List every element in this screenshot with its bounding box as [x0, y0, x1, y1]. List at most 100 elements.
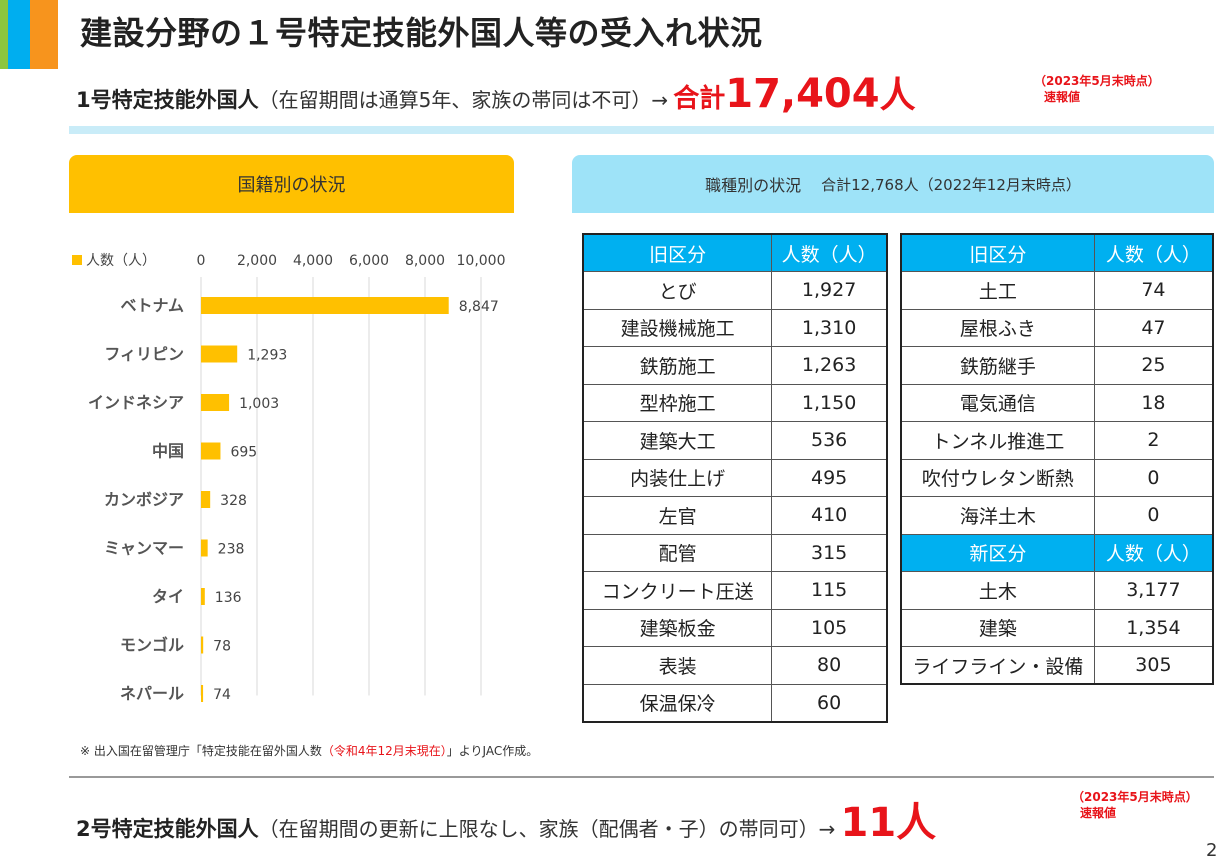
page-title: 建設分野の１号特定技能外国人等の受入れ状況 — [80, 14, 763, 52]
table-cell: 海洋土木 — [900, 496, 1095, 535]
table-cell: 80 — [771, 646, 888, 685]
source-date: （令和4年12月末現在） — [321, 744, 447, 758]
type2-value: 11人 — [840, 800, 937, 846]
data-label: 78 — [213, 639, 231, 655]
table-cell: 型枠施工 — [582, 383, 773, 422]
table-cell: 0 — [1093, 458, 1214, 497]
bar — [201, 297, 449, 314]
x-tick-label: 4,000 — [293, 253, 333, 269]
category-label: タイ — [152, 587, 184, 606]
type1-lead: 1号特定技能外国人 — [76, 88, 259, 112]
table-cell: 鉄筋施工 — [582, 346, 773, 385]
data-label: 695 — [230, 445, 257, 461]
type2-summary: 2号特定技能外国人（在留期間の更新に上限なし、家族（配偶者・子）の帯同可）→ 1… — [76, 790, 936, 848]
old-category-table-right: 旧区分 人数（人） 土工 74 屋根ふき 47 鉄筋継手 25 電気通信 18 トンネル推進工 2 吹付… — [900, 233, 1214, 685]
table-cell: 74 — [1093, 271, 1214, 310]
table-cell: 3,177 — [1093, 571, 1214, 610]
table-cell: コンクリート圧送 — [582, 571, 773, 610]
bar — [201, 685, 204, 702]
data-label: 1,293 — [247, 348, 287, 364]
table-cell: 建築板金 — [582, 608, 773, 647]
table-cell: 1,354 — [1093, 608, 1214, 647]
table-row: 鉄筋継手 25 — [900, 346, 1214, 385]
table-row: 建築大工 536 — [582, 421, 888, 460]
bar — [201, 539, 208, 557]
corner-block-orange — [30, 0, 58, 69]
type1-note-flag: 速報値 — [1044, 90, 1081, 104]
category-label: モンゴル — [120, 636, 184, 655]
table-row: 建設機械施工 1,310 — [582, 308, 888, 347]
table-row: 海洋土木 0 — [900, 496, 1214, 535]
type1-sum-unit: 人 — [879, 75, 916, 116]
x-tick-label: 0 — [197, 253, 206, 269]
category-label: ネパール — [120, 684, 184, 703]
table-cell: 土工 — [900, 271, 1095, 310]
source-suffix: 」よりJAC作成。 — [446, 744, 539, 758]
old-category-table-left: 旧区分 人数（人） とび 1,927 建設機械施工 1,310 鉄筋施工 1,263 型枠施工 1… — [582, 233, 888, 723]
data-label: 1,003 — [239, 396, 279, 412]
table-cell: 60 — [771, 683, 888, 722]
table-row: 表装 80 — [582, 646, 888, 685]
nationality-panel-title: 国籍別の状況 — [69, 155, 514, 213]
table-cell: 25 — [1093, 346, 1214, 385]
table-header-row: 旧区分 人数（人） — [900, 233, 1214, 272]
x-tick-label: 2,000 — [237, 253, 277, 269]
category-label: インドネシア — [88, 393, 184, 412]
legend-label: 人数（人） — [86, 253, 156, 269]
table-header-row-new: 新区分 人数（人） — [900, 533, 1214, 572]
type1-note-date: （2023年5月末時点） — [1034, 74, 1160, 88]
table-row: 配管 315 — [582, 533, 888, 572]
table-cell: 内装仕上げ — [582, 458, 773, 497]
table-row: 建築 1,354 — [900, 608, 1214, 647]
data-label: 328 — [220, 493, 247, 509]
table-cell: ライフライン・設備 — [900, 646, 1095, 685]
table-row: 保温保冷 60 — [582, 683, 888, 722]
table-cell: 0 — [1093, 496, 1214, 535]
table-row: コンクリート圧送 115 — [582, 571, 888, 610]
header-cell: 人数（人） — [1093, 533, 1214, 572]
header-cell: 新区分 — [900, 533, 1095, 572]
bar — [201, 394, 230, 411]
table-cell: 410 — [771, 496, 888, 535]
table-row: 内装仕上げ 495 — [582, 458, 888, 497]
data-label: 8,847 — [459, 299, 499, 315]
table-row: 型枠施工 1,150 — [582, 383, 888, 422]
category-label: ミャンマー — [104, 539, 184, 558]
bar — [201, 442, 221, 460]
bar — [201, 345, 238, 363]
table-cell: 18 — [1093, 383, 1214, 422]
table-cell: 305 — [1093, 646, 1214, 685]
header-cell: 人数（人） — [771, 233, 888, 272]
table-cell: 536 — [771, 421, 888, 460]
category-label: カンボジア — [104, 490, 184, 509]
table-row: ライフライン・設備 305 — [900, 646, 1214, 685]
category-label: フィリピン — [104, 345, 184, 364]
type1-sum-label: 合計 — [673, 84, 726, 114]
table-header-row: 旧区分 人数（人） — [582, 233, 888, 272]
bar — [201, 491, 211, 508]
table-cell: トンネル推進工 — [900, 421, 1095, 460]
type1-summary: 1号特定技能外国人（在留期間は通算5年、家族の帯同は不可）→ 合計17,404人 — [76, 66, 916, 118]
table-row: 土木 3,177 — [900, 571, 1214, 610]
nationality-bar-chart: 人数（人） 0 2,000 4,000 6,000 8,000 10,000 ベトナム 8,84… — [72, 253, 506, 703]
type1-sum-value: 17,404 — [725, 71, 880, 117]
category-label: ベトナム — [120, 296, 184, 315]
type2-note-date: （2023年5月末時点） — [1072, 790, 1198, 804]
header-cell: 旧区分 — [900, 233, 1095, 272]
table-cell: 115 — [771, 571, 888, 610]
table-cell: 建設機械施工 — [582, 308, 773, 347]
table-cell: 315 — [771, 533, 888, 572]
divider-bar — [69, 126, 1214, 134]
corner-block-green — [0, 0, 8, 69]
x-tick-label: 6,000 — [349, 253, 389, 269]
table-cell: 105 — [771, 608, 888, 647]
type2-lead: 2号特定技能外国人 — [76, 817, 259, 841]
table-cell: 建築大工 — [582, 421, 773, 460]
legend-swatch — [72, 255, 82, 265]
table-cell: 495 — [771, 458, 888, 497]
table-cell: 47 — [1093, 308, 1214, 347]
table-cell: 1,263 — [771, 346, 888, 385]
table-cell: 1,150 — [771, 383, 888, 422]
source-note: ※ 出入国在留管理庁「特定技能在留外国人数（令和4年12月末現在）」よりJAC作… — [80, 742, 538, 759]
source-prefix: ※ 出入国在留管理庁「特定技能在留外国人数 — [80, 744, 322, 758]
